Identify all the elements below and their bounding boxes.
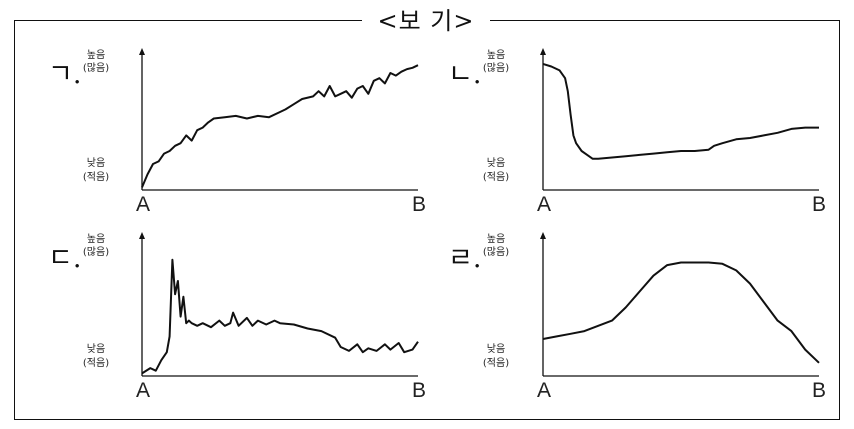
y-high-label-sub: (많음) [82, 63, 110, 74]
x-end-label: B [412, 379, 427, 402]
y-low-label: 낮음 [486, 158, 506, 169]
y-low-label-sub: (적음) [482, 172, 510, 183]
y-low-label-sub: (적음) [82, 172, 110, 183]
x-start-label: A [136, 193, 151, 216]
y-high-label: 높음 [86, 234, 106, 245]
x-start-label: A [537, 193, 552, 216]
panel-marker: ㄹ. [448, 243, 482, 274]
y-low-label: 낮음 [486, 344, 506, 355]
y-high-label: 높음 [486, 234, 506, 245]
panel-marker: ㄷ. [48, 243, 82, 274]
y-low-label: 낮음 [86, 344, 106, 355]
box-title: <보 기> [362, 6, 490, 36]
y-high-label: 높음 [86, 50, 106, 61]
y-low-label-sub: (적음) [82, 358, 110, 369]
panel-marker: ㄱ. [48, 59, 82, 90]
panel-marker: ㄴ. [448, 59, 482, 90]
x-end-label: B [812, 193, 827, 216]
y-high-label-sub: (많음) [482, 247, 510, 258]
x-end-label: B [812, 379, 827, 402]
x-end-label: B [412, 193, 427, 216]
y-low-label-sub: (적음) [482, 358, 510, 369]
y-low-label: 낮음 [86, 158, 106, 169]
x-start-label: A [537, 379, 552, 402]
y-high-label-sub: (많음) [482, 63, 510, 74]
x-start-label: A [136, 379, 151, 402]
example-box-border [14, 20, 840, 420]
y-high-label-sub: (많음) [82, 247, 110, 258]
y-high-label: 높음 [486, 50, 506, 61]
